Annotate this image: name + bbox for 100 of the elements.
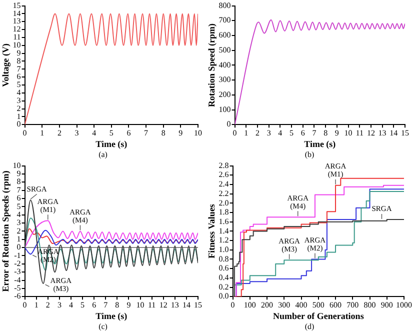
text: (d) [304,322,314,332]
y-tick-label: 13 [12,16,21,26]
y-tick-label: 500 [218,45,231,54]
x-tick-label: 6 [126,128,131,138]
y-tick-label: 6 [16,194,21,203]
line-series [24,230,198,255]
y-tick-label: 200 [218,90,231,99]
y-tick-label: 0 [16,120,21,129]
y-tick-label: 1 [16,112,21,121]
x-tick-label: 3 [74,128,79,138]
y-tick-label: 2 [16,226,21,236]
y-tick-label: 0 [16,242,21,252]
line-series [24,228,198,244]
x-tick-label: 10 [194,128,202,138]
y-tick-label: 2 [16,104,21,113]
y-tick-label: 3 [16,96,21,105]
x-tick-label: 0 [232,128,237,138]
y-tick-label: -2 [14,258,21,268]
y-tick-label: 12 [12,24,21,34]
x-tick-label: 7 [104,300,108,310]
x-tick-label: 1000 [396,300,412,310]
line-series [24,218,198,271]
x-tick-label: 200 [261,300,274,310]
x-tick-label: 5 [290,128,294,138]
y-tick-label: 0 [226,120,231,129]
y-tick-label: -5 [14,284,21,293]
x-tick-label: 11 [356,128,364,138]
y-tick-label: 300 [218,75,231,84]
x-tick-label: 800 [364,300,376,310]
x-tick-label: 4 [68,300,73,310]
y-tick-label: 9 [16,48,21,58]
x-tick-label: 9 [334,128,339,138]
x-tick-label: 7 [144,128,148,138]
y-tick-label: 0.8 [218,254,229,264]
y-tick-label: -6 [14,292,21,301]
y-tick-label: 7 [16,64,21,74]
y-axis-title: Voltage (V) [0,43,11,87]
text: (c) [98,322,108,332]
x-tick-label: 5 [109,128,114,138]
line-series [24,200,198,284]
y-tick-label: 8 [16,56,21,66]
y-axis-title: Rotation Speed (rpm) [206,23,217,107]
x-tick-label: 6 [92,300,96,310]
x-tick-label: 15 [401,128,409,138]
x-tick-label: 3 [266,128,271,138]
y-axis-title: Error of Rotation Speeds (rpm) [0,170,11,292]
y-tick-label: 1 [16,234,21,244]
y-tick-label: 1.4 [218,226,229,236]
x-tick-label: 9 [126,300,131,310]
y-tick-label: 4 [16,88,21,98]
x-tick-label: 2 [57,128,62,138]
y-tick-label: 2.8 [218,160,229,170]
x-axis-title: Number of Generations [272,310,364,321]
x-tick-label: 1 [40,128,44,138]
text: (b) [304,150,314,160]
x-tick-label: 12 [366,128,375,138]
x-tick-label: 13 [170,300,179,310]
y-tick-label: 1.6 [218,216,229,226]
x-tick-label: 8 [324,128,328,138]
y-tick-label: 800 [218,0,231,10]
y-tick-label: 1.8 [218,208,229,217]
y-tick-label: 2.4 [218,180,229,189]
y-tick-label: 11 [13,32,21,42]
y-axis-title: Fitness Values [206,204,217,258]
x-tick-label: 13 [378,128,386,138]
x-tick-label: 8 [115,300,120,310]
y-tick-label: 14 [12,8,21,18]
y-tick-label: 15 [12,0,21,10]
y-tick-label: 5 [16,80,21,90]
x-tick-label: 11 [148,300,156,310]
y-tick-label: -3 [14,267,21,276]
x-tick-label: 2 [46,300,50,310]
x-tick-label: 300 [278,300,290,310]
x-axis-title: Time (s) [304,138,336,149]
y-tick-label: 0.4 [218,273,229,282]
y-tick-label: 1.0 [218,244,229,254]
y-tick-label: 3 [16,218,21,228]
x-axis-title: Time (s) [96,310,128,321]
y-tick-label: -4 [14,275,21,284]
x-tick-label: 700 [346,300,359,310]
x-tick-label: 14 [182,300,190,310]
y-tick-label: 6 [16,72,21,82]
y-tick-label: 0.0 [218,292,229,301]
x-tick-label: 1 [34,300,38,310]
x-tick-label: 4 [278,128,282,138]
x-tick-label: 900 [380,300,393,310]
x-tick-label: 7 [312,128,316,138]
y-tick-label: 0.2 [218,282,229,292]
x-tick-label: 8 [161,128,166,138]
y-tick-label: 2.6 [218,170,229,180]
x-tick-label: 600 [330,300,342,310]
x-tick-label: 400 [295,300,308,310]
x-tick-label: 10 [136,300,144,310]
x-tick-label: 12 [159,300,168,310]
x-tick-label: 6 [300,128,305,138]
y-tick-label: 5 [16,202,21,211]
y-tick-label: 2.0 [218,198,229,208]
y-tick-label: 600 [218,30,231,40]
x-tick-label: 1 [244,128,248,138]
x-tick-label: 3 [57,300,62,310]
